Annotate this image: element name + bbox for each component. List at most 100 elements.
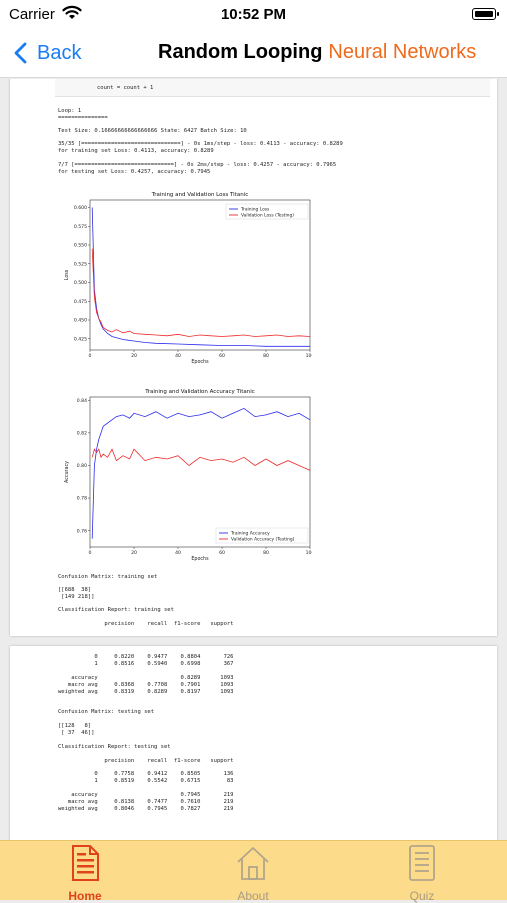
x-tick-label: 40	[175, 353, 181, 359]
report-test-row: macro avg 0.8138 0.7477 0.7610 219	[58, 799, 234, 805]
report-train-title: Classification Report: training set	[58, 607, 174, 613]
chart-title: Training and Validation Loss Titanic	[151, 192, 249, 198]
status-bar: Carrier 10:52 PM	[0, 0, 507, 30]
notebook-page-2: 0 0.8220 0.9477 0.8804 726 1 0.8516 0.59…	[10, 646, 497, 840]
series-line	[91, 248, 311, 337]
report-train-row: 1 0.8516 0.5940 0.6998 367	[58, 661, 234, 667]
legend-entry: Validation Loss (Testing)	[241, 213, 294, 219]
cm-train-title: Confusion Matrix: training set	[58, 574, 158, 580]
cm-train-row-2: [149 218]]	[58, 594, 95, 600]
legend	[225, 203, 309, 220]
cm-train-row-1: [[688 38]	[58, 587, 92, 593]
notebook-content[interactable]: count = count + 1 Loop: 1 ==============…	[0, 79, 507, 840]
report-test-header: precision recall f1-score support	[58, 758, 234, 764]
tab-quiz-label: Quiz	[409, 889, 435, 903]
back-button[interactable]: Back	[14, 38, 81, 68]
report-train-header: precision recall f1-score support	[58, 621, 234, 627]
report-test-row: 1 0.8519 0.5542 0.6715 83	[58, 778, 234, 784]
y-tick-label: 0.450	[74, 318, 87, 324]
page-title: Random Looping Neural Networks	[158, 41, 476, 64]
test-size-line: Test Size: 0.16666666666666666 State: 64…	[58, 128, 247, 134]
legend-entry: Training Accuracy	[230, 531, 270, 537]
y-tick-label: 0.84	[77, 398, 87, 404]
title-main: Random Looping	[158, 41, 323, 63]
chevron-left-icon	[14, 42, 27, 64]
code-line: count = count + 1	[97, 85, 154, 91]
accuracy-chart: Training and Validation Accuracy Titanic…	[64, 389, 312, 562]
cm-test-row-1: [[128 8]	[58, 723, 92, 729]
x-tick-label: 100	[306, 353, 312, 359]
title-accent: Neural Networks	[328, 41, 477, 63]
y-tick-label: 0.500	[74, 280, 87, 286]
test-progress-line: 7/7 [==============================] - 0…	[58, 162, 337, 168]
wifi-icon	[62, 5, 82, 19]
x-tick-label: 60	[219, 550, 225, 556]
tab-about[interactable]: About	[208, 845, 298, 903]
x-tick-label: 40	[175, 550, 181, 556]
legend-entry: Validation Accuracy (Testing)	[231, 537, 295, 543]
notebook-page-1: count = count + 1 Loop: 1 ==============…	[10, 79, 497, 636]
y-tick-label: 0.575	[74, 224, 87, 230]
legend-entry: Training Loss	[240, 207, 270, 213]
x-axis-label: Epochs	[191, 359, 209, 365]
report-train-row: macro avg 0.8368 0.7708 0.7901 1093	[58, 682, 234, 688]
series-line	[91, 407, 311, 539]
x-tick-label: 100	[306, 550, 312, 556]
carrier-label: Carrier	[9, 6, 55, 23]
tab-about-label: About	[237, 889, 269, 903]
y-axis-label: Loss	[64, 269, 70, 280]
cm-test-row-2: [ 37 46]]	[58, 730, 95, 736]
x-tick-label: 60	[219, 353, 225, 359]
y-tick-label: 0.475	[74, 299, 87, 305]
x-tick-label: 20	[131, 353, 137, 359]
tab-home[interactable]: Home	[40, 845, 130, 903]
tab-quiz[interactable]: Quiz	[377, 845, 467, 903]
y-tick-label: 0.550	[74, 243, 87, 249]
y-tick-label: 0.425	[74, 336, 87, 342]
series-line	[91, 207, 310, 347]
x-tick-label: 0	[89, 550, 92, 556]
list-icon	[409, 845, 435, 881]
battery-fill	[474, 10, 493, 17]
loop-line: Loop: 1	[58, 108, 82, 114]
navigation-bar: Back Random Looping Neural Networks	[0, 30, 507, 78]
y-tick-label: 0.78	[77, 496, 87, 502]
report-train-row: 0 0.8220 0.9477 0.8804 726	[58, 654, 234, 660]
y-tick-label: 0.600	[74, 205, 87, 211]
clock: 10:52 PM	[220, 6, 287, 23]
plot-frame	[89, 199, 311, 351]
x-axis-label: Epochs	[191, 556, 209, 562]
x-tick-label: 80	[263, 353, 269, 359]
y-tick-label: 0.76	[77, 528, 87, 534]
battery-icon	[472, 8, 499, 20]
y-tick-label: 0.80	[77, 463, 87, 469]
series-line	[91, 448, 311, 471]
report-train-row: weighted avg 0.8319 0.8289 0.8197 1093	[58, 689, 234, 695]
x-tick-label: 80	[263, 550, 269, 556]
report-test-row: weighted avg 0.8046 0.7945 0.7827 219	[58, 806, 234, 812]
legend	[215, 527, 309, 544]
chart-title: Training and Validation Accuracy Titanic	[144, 389, 255, 395]
back-label: Back	[37, 41, 82, 64]
separator-line: ===============	[58, 115, 108, 121]
test-result-line: for testing set Loss: 0.4257, accuracy: …	[58, 169, 211, 175]
x-tick-label: 20	[131, 550, 137, 556]
plot-frame	[89, 396, 311, 548]
loss-chart: Training and Validation Loss Titanic 0 20 4…	[64, 192, 312, 365]
y-tick-label: 0.525	[74, 261, 87, 267]
document-icon	[72, 845, 99, 881]
tab-bar: Home About Quiz	[0, 840, 507, 903]
y-axis-label: Accuracy	[64, 461, 70, 483]
tab-home-label: Home	[68, 889, 102, 903]
cm-test-title: Confusion Matrix: testing set	[58, 709, 155, 715]
train-result-line: for training set Loss: 0.4113, accuracy:…	[58, 148, 214, 154]
code-cell: count = count + 1	[55, 79, 490, 97]
report-test-title: Classification Report: testing set	[58, 744, 171, 750]
x-tick-label: 0	[89, 353, 92, 359]
report-train-row: accuracy 0.8289 1093	[58, 675, 234, 681]
house-icon	[237, 847, 269, 880]
report-test-row: 0 0.7758 0.9412 0.8505 136	[58, 771, 234, 777]
y-tick-label: 0.82	[77, 430, 87, 436]
train-progress-line: 35/35 [==============================] -…	[58, 141, 343, 147]
report-test-row: accuracy 0.7945 219	[58, 792, 234, 798]
